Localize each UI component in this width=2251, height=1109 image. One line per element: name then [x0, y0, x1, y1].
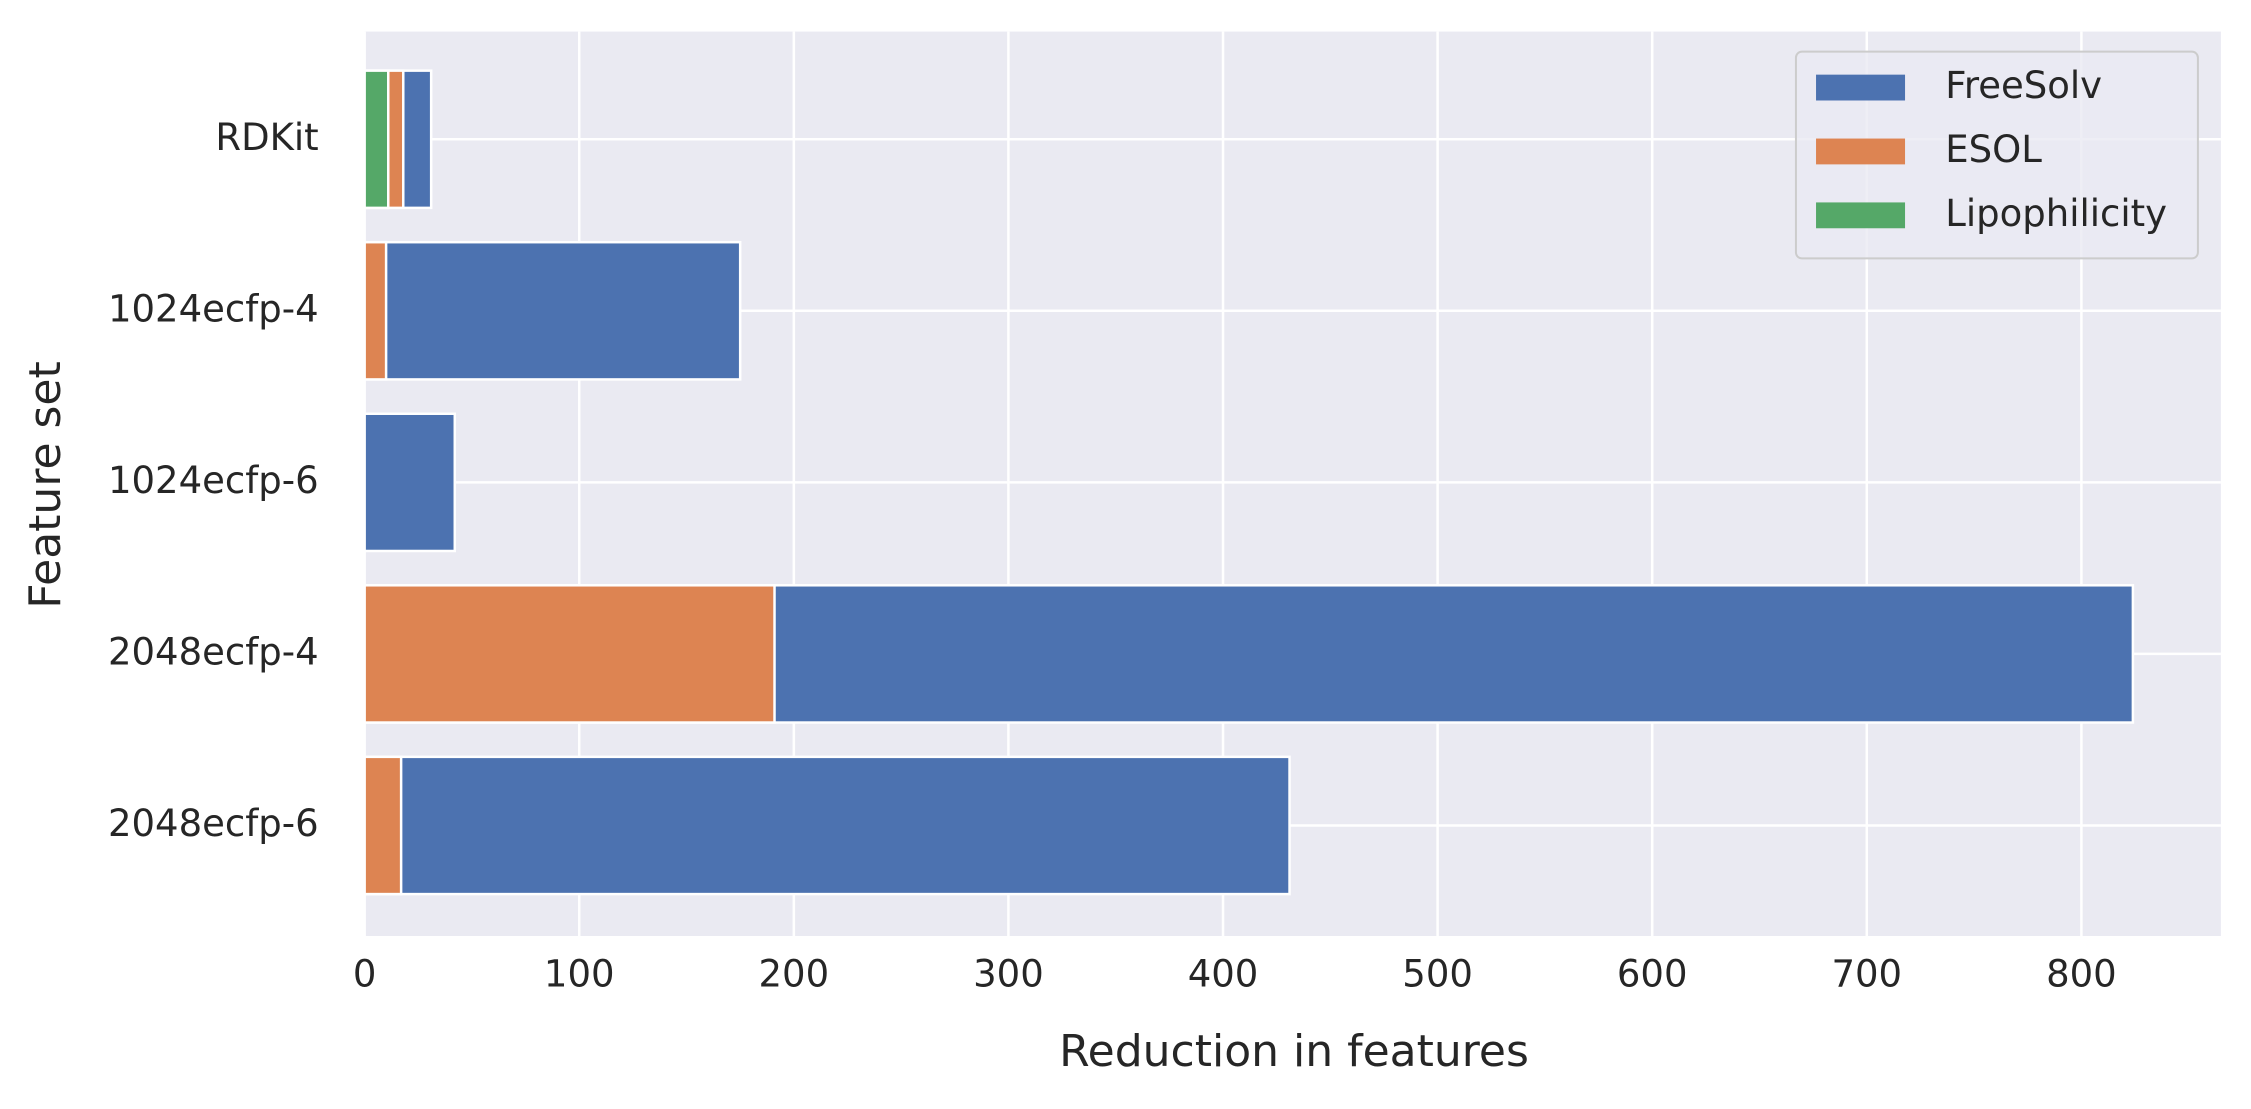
x-tick-label: 700: [1831, 953, 1902, 996]
legend-label: FreeSolv: [1945, 64, 2102, 107]
legend-swatch: [1816, 202, 1906, 229]
x-tick-label: 600: [1617, 953, 1688, 996]
legend: FreeSolv ESOL Lipophilicity: [1794, 50, 2199, 260]
bar: [363, 240, 742, 381]
bar: [363, 755, 1291, 896]
x-tick-label: 400: [1188, 953, 1259, 996]
legend-label: ESOL: [1945, 128, 2042, 171]
x-tick-label: 300: [973, 953, 1044, 996]
y-tick-label: RDKit: [215, 116, 318, 159]
y-axis-label: Feature set: [20, 361, 71, 609]
bar: [363, 69, 390, 210]
x-tick-label: 800: [2046, 953, 2117, 996]
x-tick-label: 0: [353, 953, 377, 996]
bar: [363, 584, 776, 724]
x-tick-label: 100: [544, 953, 615, 996]
y-tick-label: 1024ecfp-4: [108, 287, 319, 330]
legend-swatch: [1816, 74, 1906, 101]
x-tick-label: 500: [1402, 953, 1473, 996]
bar: [363, 240, 388, 381]
y-tick-label: 1024ecfp-6: [108, 459, 319, 502]
bar: [363, 755, 403, 896]
x-tick-label: 200: [759, 953, 830, 996]
y-tick-label: 2048ecfp-6: [108, 802, 319, 845]
legend-swatch: [1816, 138, 1906, 165]
legend-label: Lipophilicity: [1945, 192, 2167, 235]
x-axis-label: Reduction in features: [1059, 1026, 1529, 1077]
y-tick-label: 2048ecfp-4: [108, 630, 319, 673]
bar: [363, 412, 457, 553]
